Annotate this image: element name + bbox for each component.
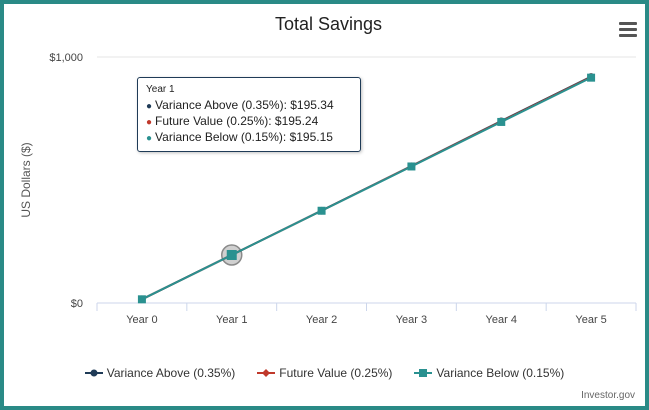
- tooltip-label: Variance Below (0.15%): [155, 130, 283, 144]
- tooltip-dot-icon: ●: [146, 101, 153, 112]
- credit-text: Investor.gov: [581, 390, 635, 401]
- y-tick-label: $1,000: [49, 52, 83, 64]
- legend-label: Variance Above (0.35%): [106, 366, 236, 380]
- tooltip-label: Variance Above (0.35%): [155, 98, 284, 112]
- tooltip-value: $195.34: [290, 98, 334, 112]
- tooltip-dot-icon: ●: [146, 133, 153, 144]
- tooltip-dot-icon: ●: [146, 117, 153, 128]
- y-tick-label: $0: [71, 298, 83, 310]
- data-point: [407, 162, 416, 171]
- tooltip-value: $195.24: [274, 114, 319, 128]
- tooltip-label: Future Value (0.25%): [155, 114, 269, 128]
- legend-item-future-value[interactable]: Future Value (0.25%): [257, 366, 392, 380]
- x-tick-label: Year 5: [575, 314, 606, 326]
- chart-title: Total Savings: [274, 14, 383, 34]
- x-tick-label: Year 0: [126, 314, 157, 326]
- x-tick-label: Year 2: [306, 314, 337, 326]
- data-point: [317, 206, 326, 215]
- legend-label: Variance Below (0.15%): [436, 366, 565, 380]
- chart-tooltip: Year 1 ● Variance Above (0.35%): $195.34 …: [137, 77, 361, 152]
- tooltip-row: ● Variance Below (0.15%): $195.15: [146, 130, 333, 144]
- chart-legend: Variance Above (0.35%) Future Value (0.2…: [0, 366, 649, 380]
- legend-square-marker-icon: [414, 369, 433, 377]
- tooltip-value: $195.15: [289, 130, 333, 144]
- data-point: [587, 73, 596, 82]
- menu-icon[interactable]: [619, 22, 637, 38]
- data-point: [137, 295, 146, 304]
- x-tick-label: Year 3: [396, 314, 427, 326]
- series-line-2: [141, 76, 592, 301]
- y-axis-title: US Dollars ($): [19, 142, 33, 217]
- x-tick-label: Year 4: [486, 314, 517, 326]
- data-point: [497, 117, 506, 126]
- tooltip-row: ● Future Value (0.25%): $195.24: [146, 114, 319, 128]
- tooltip-header: Year 1: [146, 84, 175, 95]
- legend-diamond-marker-icon: [257, 369, 276, 377]
- legend-item-variance-above[interactable]: Variance Above (0.35%): [84, 366, 236, 380]
- tooltip-row: ● Variance Above (0.35%): $195.34: [146, 98, 334, 112]
- legend-label: Future Value (0.25%): [279, 366, 393, 380]
- legend-circle-marker-icon: [84, 369, 103, 377]
- data-point: [226, 249, 237, 260]
- legend-item-variance-below[interactable]: Variance Below (0.15%): [414, 366, 564, 380]
- x-tick-label: Year 1: [216, 314, 247, 326]
